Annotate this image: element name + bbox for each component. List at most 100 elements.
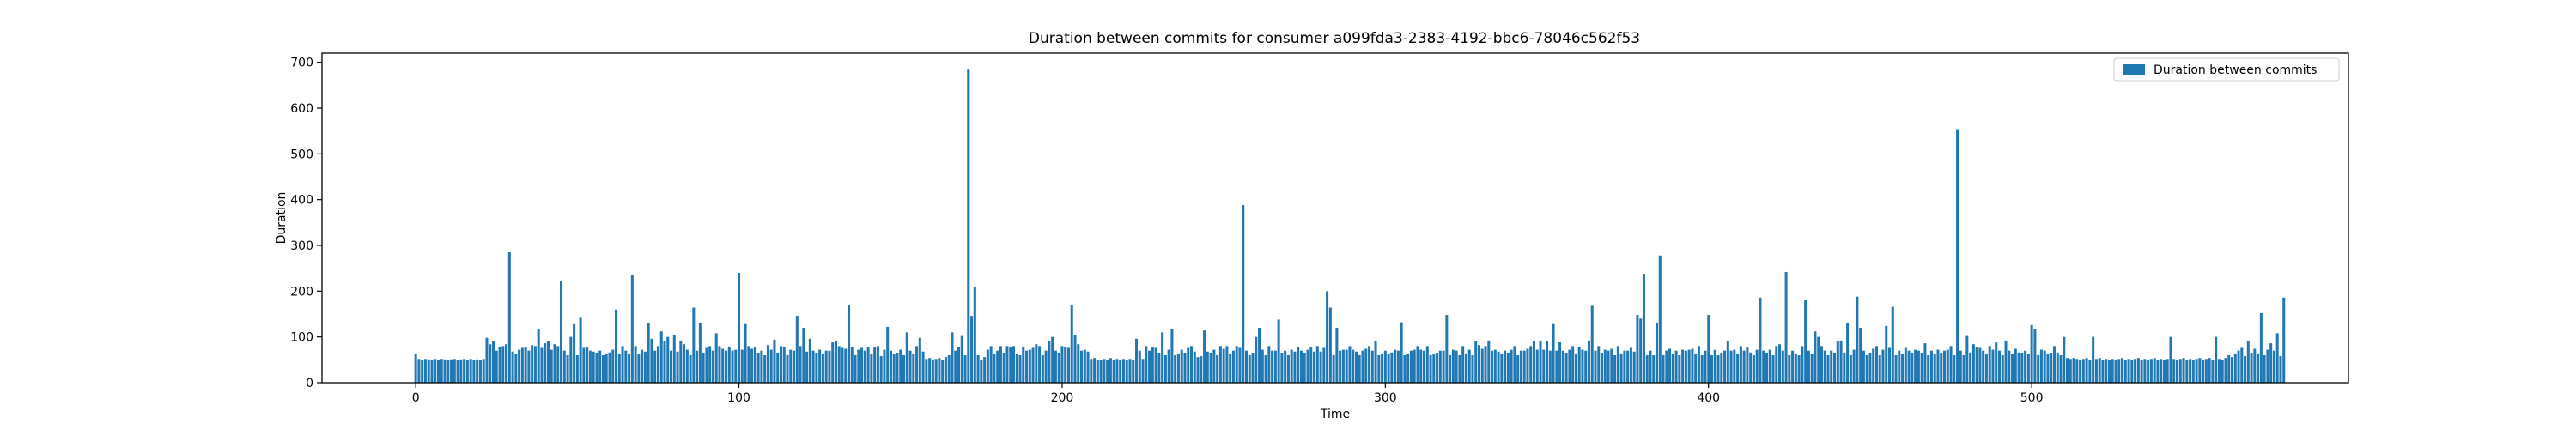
bar <box>1726 341 1729 383</box>
bar <box>1623 350 1626 383</box>
bar <box>1451 349 1455 383</box>
bar <box>1471 355 1474 383</box>
bar <box>437 360 440 383</box>
bar <box>2160 359 2163 383</box>
bar <box>505 344 508 383</box>
bar <box>608 352 611 383</box>
bar <box>1846 323 1850 383</box>
bar <box>1497 351 1500 383</box>
legend-box <box>2113 57 2340 82</box>
bar <box>2088 360 2092 383</box>
bar <box>605 353 608 383</box>
bar <box>1810 353 1814 383</box>
bar <box>899 349 902 383</box>
bar <box>524 347 527 383</box>
bar <box>1225 346 1229 383</box>
bar <box>1771 355 1775 383</box>
bar <box>786 355 789 383</box>
bar <box>1258 328 1261 383</box>
bar <box>698 323 702 383</box>
bar <box>2069 359 2072 383</box>
bar <box>1229 353 1232 383</box>
bar <box>1400 322 1403 383</box>
bar <box>799 346 802 383</box>
bar <box>2195 359 2198 383</box>
bar <box>967 69 970 383</box>
bar <box>915 346 919 383</box>
bar <box>1603 349 1607 383</box>
bar <box>566 355 569 383</box>
bar <box>1394 349 1397 383</box>
bar <box>1817 336 1820 383</box>
bar <box>1765 353 1768 383</box>
bar <box>1791 350 1795 383</box>
bar <box>1396 350 1400 383</box>
bar <box>1409 350 1413 383</box>
bar <box>753 347 756 383</box>
bar <box>463 359 466 383</box>
legend-swatch <box>2123 64 2145 75</box>
bar <box>1406 353 1410 383</box>
bar <box>544 343 547 383</box>
bar <box>1176 353 1180 383</box>
bar <box>469 359 472 383</box>
bar <box>831 342 835 383</box>
bar <box>1687 349 1691 383</box>
bar <box>1940 353 1943 383</box>
bar <box>1546 341 1549 383</box>
bar <box>692 307 696 383</box>
y-tick-label: 300 <box>290 239 313 253</box>
bar <box>498 347 501 383</box>
bar <box>1513 346 1516 383</box>
bar <box>1881 349 1885 383</box>
bar <box>1665 350 1668 383</box>
bar <box>1965 335 1969 383</box>
bar <box>1002 353 1005 383</box>
bar <box>1956 129 1959 383</box>
bar <box>721 348 725 383</box>
bar <box>430 360 434 383</box>
bar <box>1174 355 1177 383</box>
bar <box>773 339 776 383</box>
bar <box>482 359 485 383</box>
bar <box>553 344 556 383</box>
bar <box>731 350 734 383</box>
bar <box>705 347 708 383</box>
bar <box>1231 350 1235 383</box>
bar <box>1833 353 1837 383</box>
bar <box>2166 359 2169 383</box>
bar <box>2149 359 2153 383</box>
bar <box>1626 350 1630 383</box>
bar <box>685 349 689 383</box>
bar <box>1141 359 1145 383</box>
bar <box>1332 355 1335 383</box>
bar <box>1768 349 1771 383</box>
bar <box>1438 350 1442 383</box>
bar <box>854 355 857 383</box>
bar <box>1370 350 1374 383</box>
bar <box>615 309 618 383</box>
bar <box>1949 346 1953 383</box>
bar <box>1348 346 1352 383</box>
bar <box>520 347 524 383</box>
bar <box>1558 342 1562 383</box>
bar <box>1781 350 1784 383</box>
bar <box>760 350 763 383</box>
bar <box>611 349 615 383</box>
bar <box>465 360 469 383</box>
bar <box>672 335 676 383</box>
bar <box>2269 343 2273 383</box>
bar <box>714 333 718 383</box>
bar <box>1187 347 1190 383</box>
bar <box>1128 359 1132 383</box>
bar <box>2153 358 2156 383</box>
bar <box>1480 348 1484 383</box>
bar <box>1739 346 1742 383</box>
bar <box>1836 341 1839 383</box>
bar <box>1797 355 1801 383</box>
bar <box>860 347 864 383</box>
bar <box>1613 355 1617 383</box>
bar <box>1590 305 1594 383</box>
bar <box>960 335 963 383</box>
